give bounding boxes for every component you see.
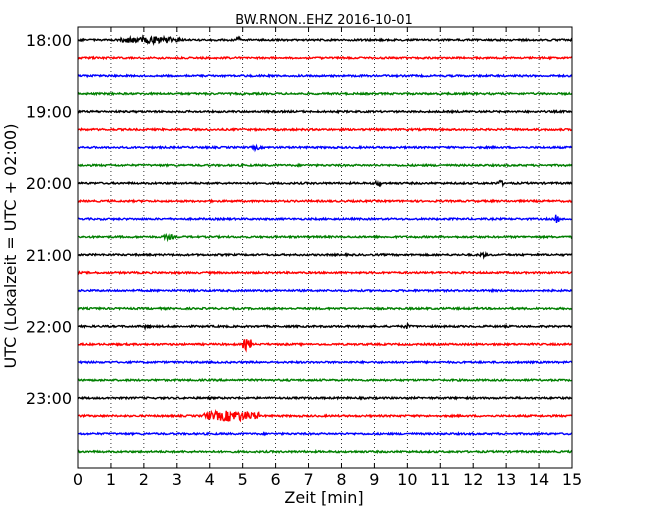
x-tick-label: 1 (106, 470, 116, 489)
x-tick-label: 12 (463, 470, 483, 489)
trace-line-2130 (77, 287, 573, 294)
y-tick-label: 22:00 (26, 317, 72, 336)
trace-line-1915 (77, 126, 573, 133)
x-tick-label: 2 (139, 470, 149, 489)
trace-line-2145 (77, 305, 573, 312)
trace-line-2330 (77, 431, 573, 437)
trace-line-2215 (77, 339, 573, 353)
trace-group (77, 34, 573, 455)
trace-line-2245 (77, 377, 573, 383)
grid-lines (110, 27, 540, 468)
trace-line-2000 (77, 179, 573, 188)
x-tick-label: 11 (430, 470, 450, 489)
x-tick-label: 13 (496, 470, 516, 489)
x-tick-label: 10 (397, 470, 417, 489)
x-tick-label: 8 (336, 470, 346, 489)
trace-line-2315 (77, 409, 573, 423)
trace-line-1900 (77, 108, 573, 115)
chart-title: BW.RNON..EHZ 2016-10-01 (235, 13, 413, 28)
trace-line-2015 (77, 198, 573, 204)
x-tick-label: 9 (369, 470, 379, 489)
trace-line-2115 (77, 270, 573, 276)
trace-line-2045 (77, 233, 573, 243)
trace-line-1845 (77, 91, 573, 97)
y-tick-label: 19:00 (26, 103, 72, 122)
trace-line-2230 (77, 359, 573, 365)
trace-line-2200 (77, 321, 573, 331)
x-tick-label: 15 (562, 470, 582, 489)
trace-line-2345 (77, 449, 573, 455)
plot-frame (77, 26, 573, 469)
trace-line-2300 (77, 395, 573, 401)
trace-line-1930 (77, 143, 573, 153)
x-tick-label: 0 (73, 470, 83, 489)
y-tick-label: 20:00 (26, 174, 72, 193)
x-tick-label: 6 (271, 470, 281, 489)
x-tick-label: 7 (303, 470, 313, 489)
x-tick-label: 14 (529, 470, 549, 489)
trace-line-1800 (77, 34, 573, 47)
trace-line-1830 (77, 73, 573, 79)
trace-line-1815 (77, 55, 573, 61)
x-tick-label: 4 (205, 470, 215, 489)
x-tick-label: 5 (238, 470, 248, 489)
trace-line-2100 (77, 251, 573, 260)
y-tick-label: 18:00 (26, 31, 72, 50)
axis-ticks: 0 1 2 3 4 5 6 7 8 9 10 11 12 13 14 1518:0019:0020:0021:… (26, 27, 582, 489)
trace-line-2030 (77, 214, 573, 224)
x-axis-label: Zeit [min] (284, 488, 363, 507)
y-tick-label: 21:00 (26, 246, 72, 265)
y-tick-label: 23:00 (26, 389, 72, 408)
y-axis-label: UTC (Lokalzeit = UTC + 02:00) (1, 124, 20, 369)
trace-line-1945 (77, 162, 573, 168)
x-tick-label: 3 (172, 470, 182, 489)
